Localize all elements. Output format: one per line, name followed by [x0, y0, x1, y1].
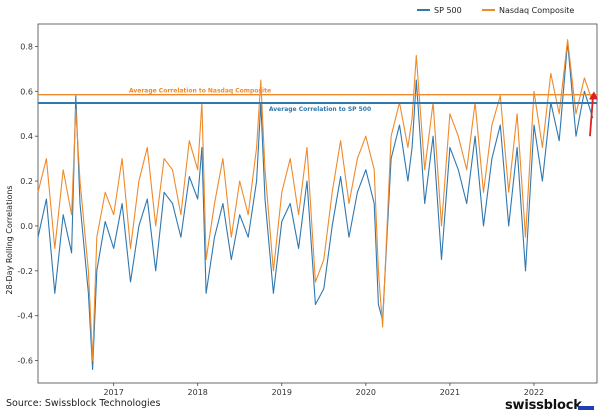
y-tick-label: -0.6	[17, 357, 33, 366]
x-axis-ticks: 2017 2018 2019 2020 2021 2022	[103, 383, 544, 397]
brand-logo: swissblock	[505, 398, 582, 413]
x-tick-label: 2022	[524, 388, 544, 397]
legend-label-nasdaq: Nasdaq Composite	[499, 6, 574, 15]
x-tick-label: 2018	[188, 388, 208, 397]
y-tick-label: 0.2	[20, 177, 33, 186]
y-tick-label: 0.8	[20, 42, 33, 51]
y-axis-label: 28-Day Rolling Correlations	[5, 185, 14, 294]
x-tick-label: 2020	[356, 388, 376, 397]
brand-mark-icon	[578, 406, 594, 410]
arrow-head-icon	[588, 91, 598, 100]
reference-label-nasdaq: Average Correlation to Nasdaq Composite	[129, 88, 271, 95]
x-tick-label: 2021	[440, 388, 460, 397]
reference-label-sp500: Average Correlation to SP 500	[269, 106, 371, 113]
y-tick-label: 0.4	[20, 132, 33, 141]
plot-frame	[37, 23, 598, 384]
legend: SP 500 Nasdaq Composite	[417, 6, 574, 15]
plot-area: Average Correlation to Nasdaq Composite A…	[37, 23, 598, 384]
source-note: Source: Swissblock Technologies	[6, 398, 161, 409]
y-tick-label: 0.6	[20, 87, 33, 96]
y-tick-label: 0.0	[20, 222, 33, 231]
legend-label-sp500: SP 500	[434, 6, 462, 15]
x-tick-label: 2017	[103, 388, 123, 397]
arrow-shaft	[589, 97, 594, 137]
y-tick-label: -0.4	[17, 312, 33, 321]
y-axis-ticks: 0.8 0.6 0.4 0.2 0.0 -0.2 -0.4 -0.6	[17, 42, 38, 366]
series-line-sp500	[37, 41, 594, 371]
x-tick-label: 2019	[272, 388, 292, 397]
series-line-nasdaq	[37, 39, 594, 362]
y-tick-label: -0.2	[17, 267, 33, 276]
